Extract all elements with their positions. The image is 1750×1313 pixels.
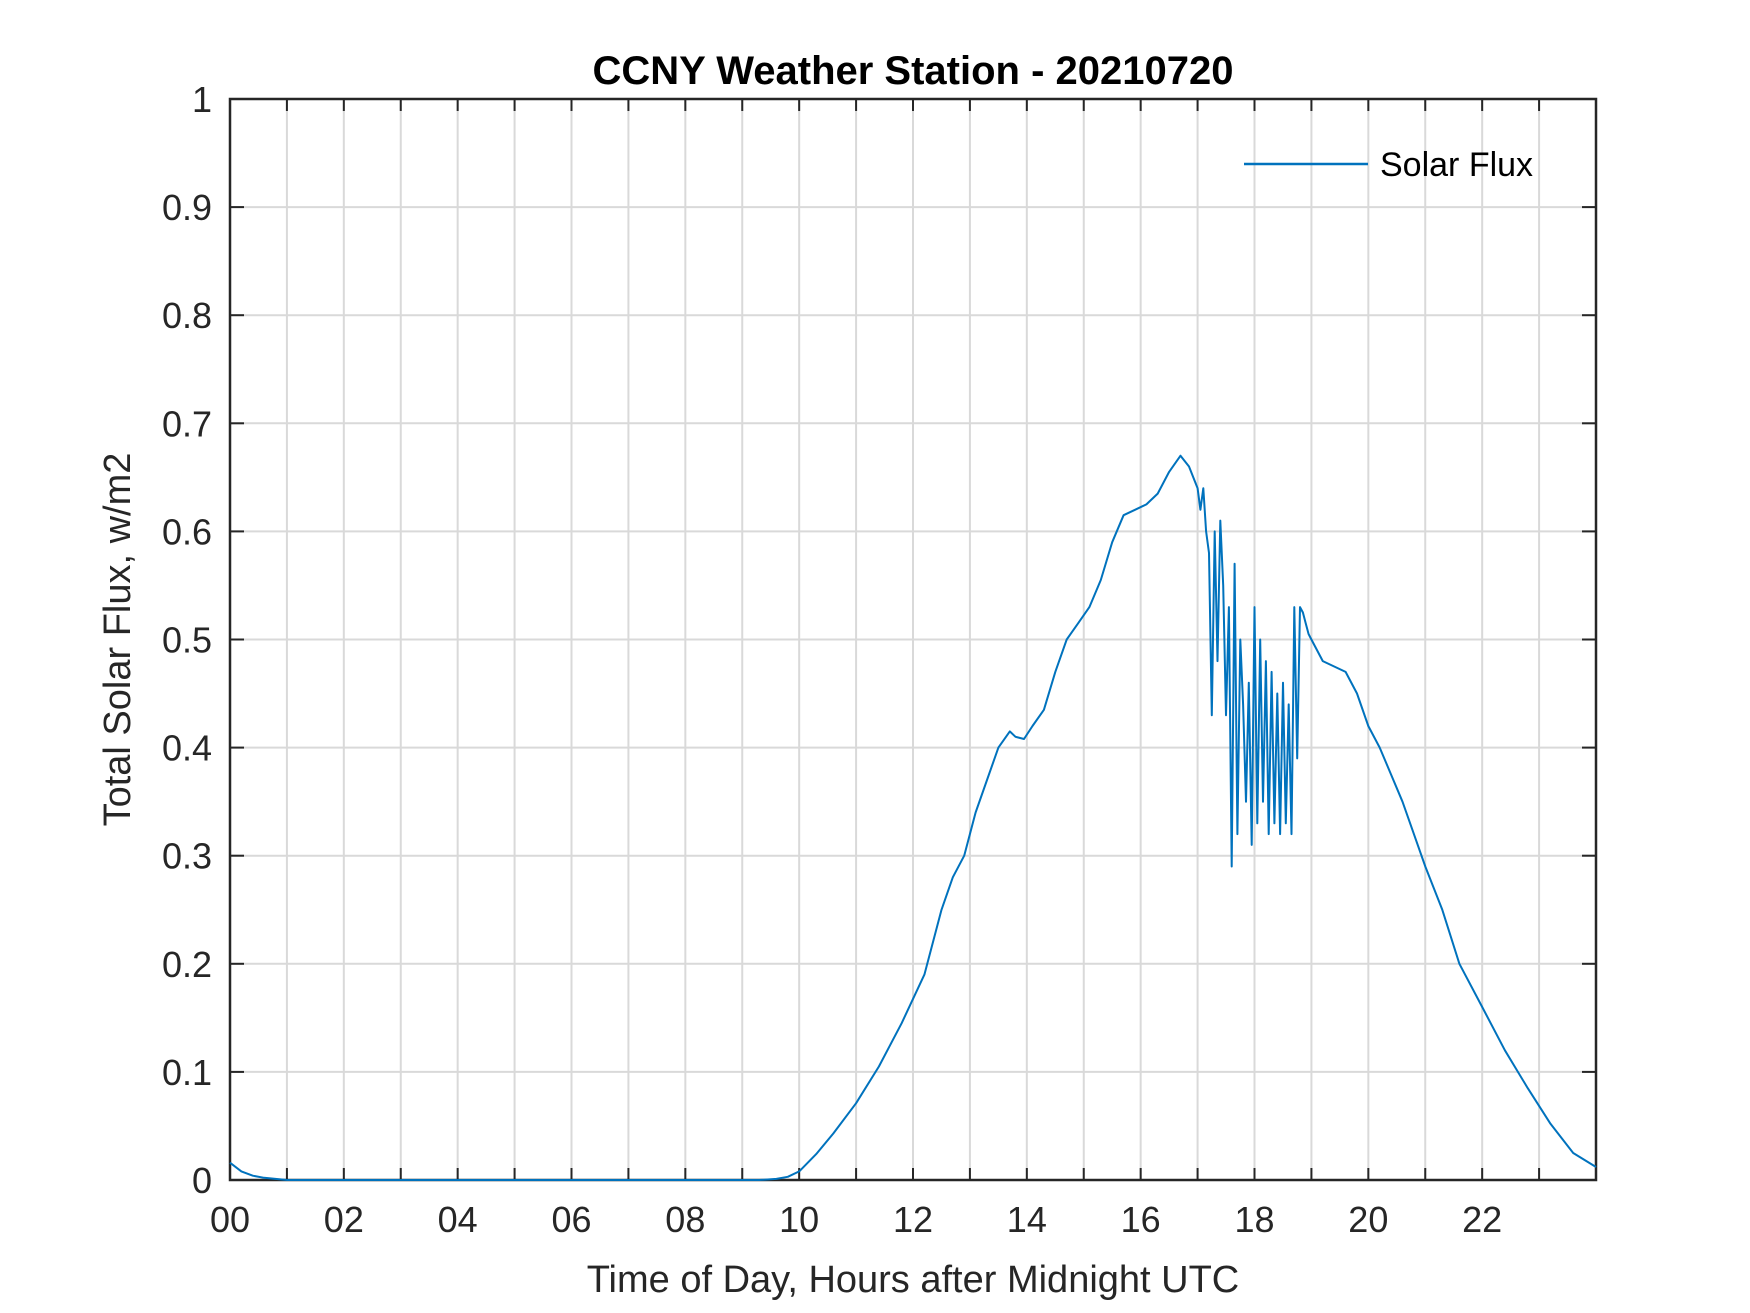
x-tick-label: 18: [1234, 1199, 1274, 1240]
y-tick-label: 0: [192, 1160, 212, 1201]
axis-ticks: [230, 98, 1596, 1181]
y-tick-label: 0.9: [162, 187, 212, 228]
x-tick-label: 02: [324, 1199, 364, 1240]
y-tick-label: 1: [192, 79, 212, 120]
legend-label-solar-flux: Solar Flux: [1380, 146, 1533, 184]
x-tick-label: 04: [438, 1199, 478, 1240]
x-tick-label: 16: [1121, 1199, 1161, 1240]
y-tick-label: 0.5: [162, 620, 212, 661]
y-tick-label: 0.1: [162, 1052, 212, 1093]
series-group: [229, 454, 1597, 1181]
y-tick-label: 0.3: [162, 836, 212, 877]
grid-lines: [230, 99, 1596, 1180]
y-axis-label: Total Solar Flux, w/m2: [97, 453, 139, 827]
series-line-solar-flux: [229, 454, 1597, 1181]
x-tick-label: 22: [1462, 1199, 1502, 1240]
x-tick-label: 00: [210, 1199, 250, 1240]
x-tick-label: 10: [779, 1199, 819, 1240]
x-tick-label: 08: [665, 1199, 705, 1240]
y-tick-label: 0.2: [162, 944, 212, 985]
y-tick-labels: 0 0.1 0.2 0.3 0.4 0.5 0.6 0.7 0.8 0.9 1: [162, 79, 212, 1201]
x-tick-labels: 00 02 04 06 08 10 12 14 16 18 20 22: [210, 1199, 1502, 1240]
x-tick-label: 06: [551, 1199, 591, 1240]
y-tick-label: 0.4: [162, 728, 212, 769]
x-axis-label: Time of Day, Hours after Midnight UTC: [587, 1259, 1240, 1301]
x-tick-label: 12: [893, 1199, 933, 1240]
y-tick-label: 0.6: [162, 511, 212, 552]
y-tick-label: 0.7: [162, 403, 212, 444]
y-tick-label: 0.8: [162, 295, 212, 336]
x-tick-label: 20: [1348, 1199, 1388, 1240]
x-tick-label: 14: [1007, 1199, 1047, 1240]
chart-title: CCNY Weather Station - 20210720: [593, 49, 1234, 93]
legend: Solar Flux: [1244, 146, 1533, 184]
